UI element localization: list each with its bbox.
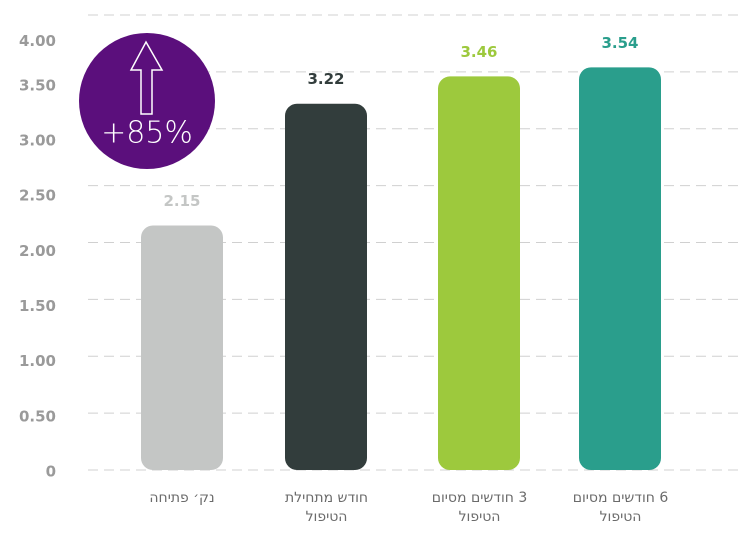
annotation-badge bbox=[79, 33, 215, 169]
y-tick-label: 4.00 bbox=[19, 32, 56, 50]
y-tick-label: 2.50 bbox=[19, 187, 56, 205]
x-tick-label: 3 חודשים מסיום הטיפול bbox=[431, 490, 528, 525]
annotation-arrow bbox=[129, 40, 164, 115]
value-label: 3.54 bbox=[601, 34, 638, 52]
y-tick-label: 0.50 bbox=[19, 407, 56, 425]
y-tick-label: 0 bbox=[46, 463, 56, 481]
value-label: 3.46 bbox=[460, 43, 497, 61]
annotation: +85% bbox=[101, 116, 193, 151]
y-tick-label: 1.00 bbox=[19, 352, 56, 370]
bar bbox=[438, 76, 520, 471]
value-label: 2.15 bbox=[163, 192, 200, 210]
value-label: 3.22 bbox=[307, 70, 344, 88]
x-tick-label: 6 חודשים מסיום הטיפול bbox=[572, 490, 669, 525]
y-tick-label: 3.00 bbox=[19, 131, 56, 149]
x-tick-label: חודש מתחילת הטיפול bbox=[284, 490, 369, 525]
bar bbox=[141, 225, 223, 470]
y-tick-label: 2.00 bbox=[19, 242, 56, 260]
bar bbox=[285, 103, 367, 470]
bar bbox=[579, 67, 661, 470]
y-tick-label: 1.50 bbox=[19, 297, 56, 315]
y-tick-label: 3.50 bbox=[19, 76, 56, 94]
x-tick-label: נק׳ פתיחה bbox=[149, 490, 215, 506]
